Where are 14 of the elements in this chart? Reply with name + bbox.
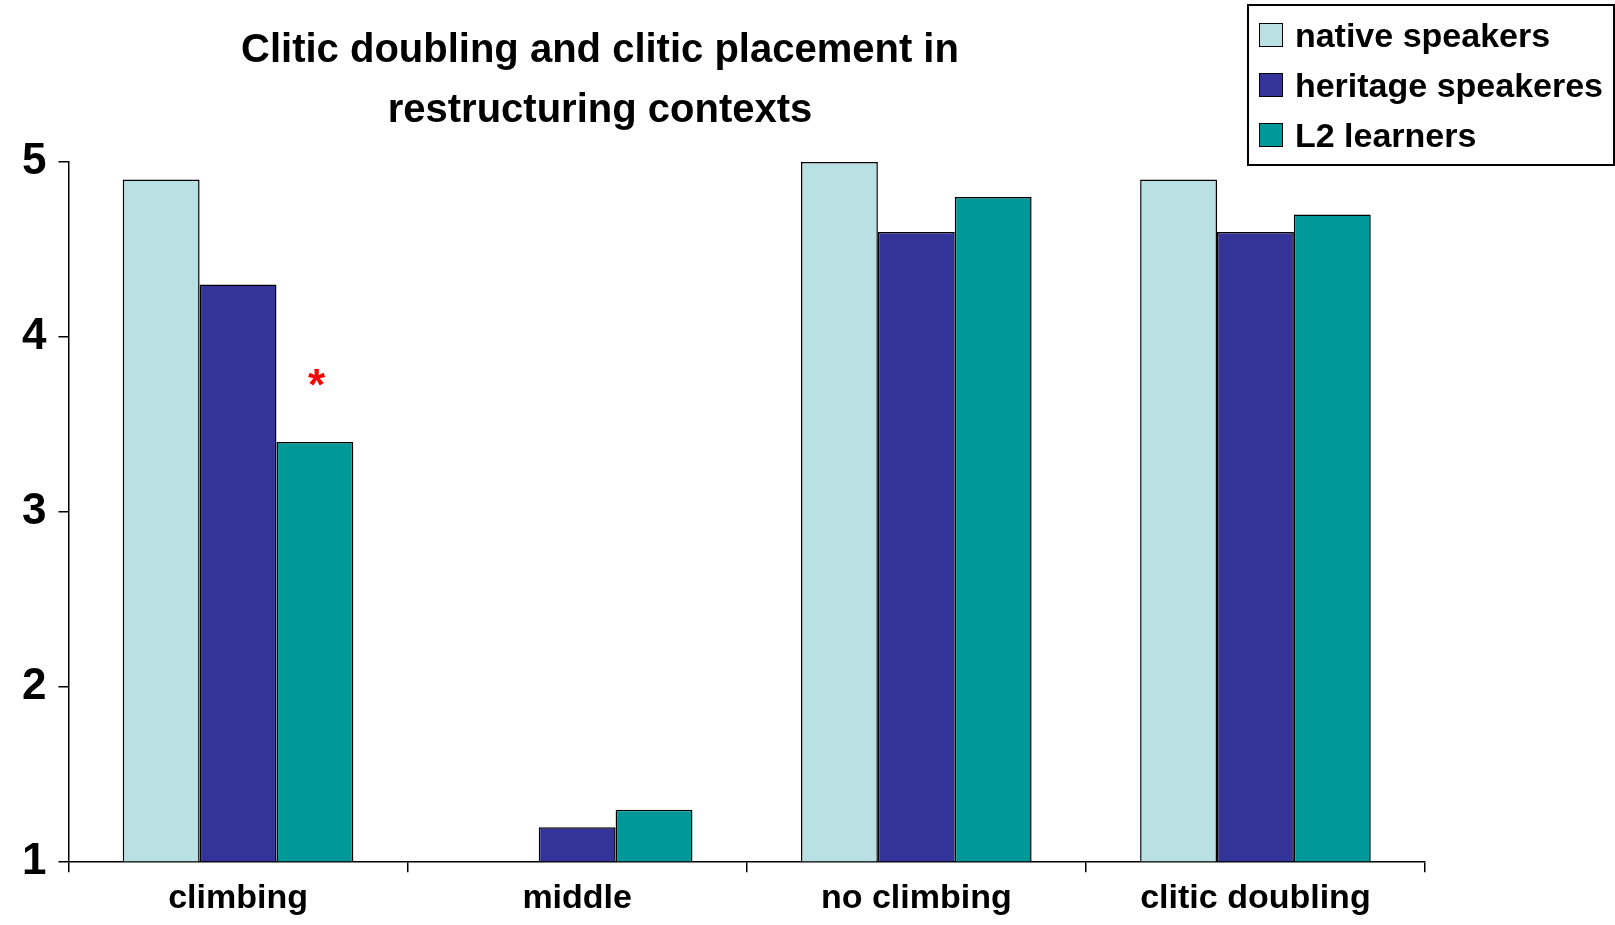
y-tick-label: 3: [21, 484, 47, 534]
legend-label: heritage speakeres: [1294, 65, 1603, 105]
y-tick-label: 4: [21, 309, 47, 359]
x-tick-label: clitic doubling: [1140, 876, 1371, 915]
x-tick-label: middle: [522, 876, 632, 915]
x-tick-label: climbing: [168, 876, 308, 915]
legend-label: native speakers: [1294, 15, 1551, 55]
x-tick-label: no climbing: [820, 876, 1012, 915]
annotation: *: [308, 360, 326, 410]
y-tick-label: 2: [21, 659, 47, 709]
y-tick-label: 1: [21, 834, 47, 884]
y-tick-label: 5: [21, 134, 47, 184]
legend-label: L2 learners: [1294, 115, 1477, 155]
chart-title: Clitic doubling and clitic placement in restructuring contexts: [240, 25, 960, 132]
